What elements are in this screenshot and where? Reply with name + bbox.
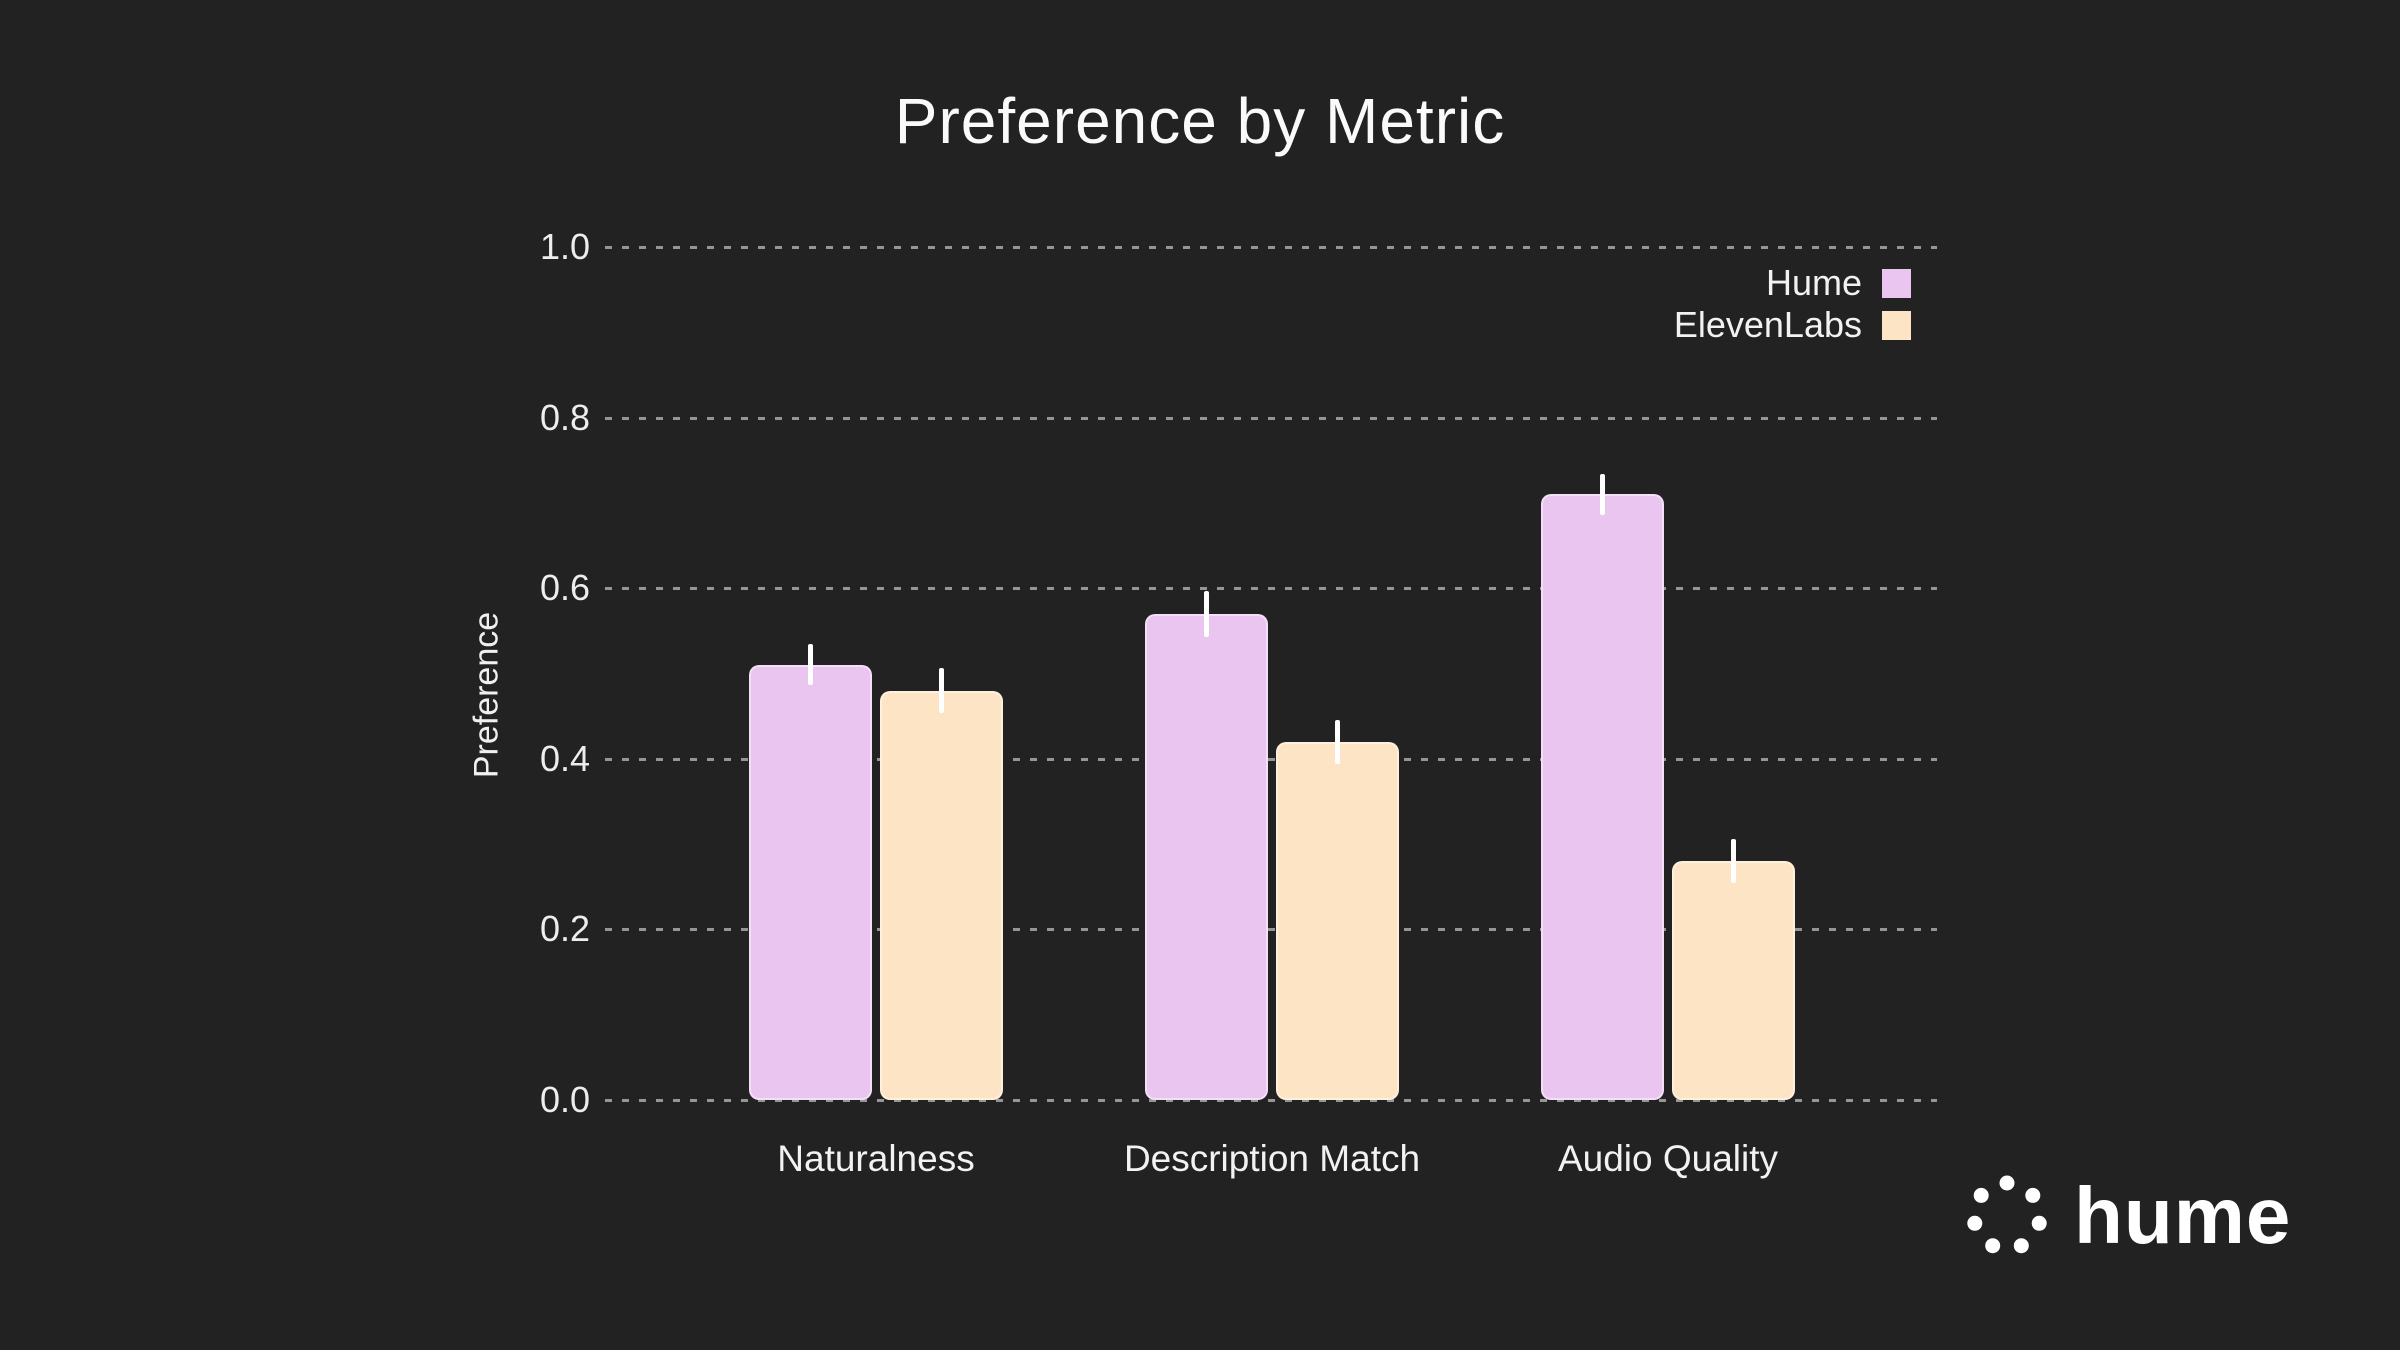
- logo-dot: [1999, 1175, 2015, 1191]
- bar-hume-audio-quality: [1541, 494, 1664, 1100]
- y-tick-label-0.2: 0.2: [539, 908, 590, 950]
- gridline-0.6: [605, 587, 1937, 591]
- bar-elevenlabs-naturalness: [880, 690, 1003, 1100]
- legend: Hume ElevenLabs: [1673, 262, 1911, 345]
- y-tick-label-0.6: 0.6: [539, 567, 590, 609]
- logo-dot: [2013, 1238, 2029, 1254]
- legend-entry-hume: Hume: [1674, 262, 1911, 303]
- logo-dot: [2031, 1215, 2047, 1231]
- bar-elevenlabs-description-match: [1276, 741, 1399, 1100]
- bar-hume-description-match: [1145, 613, 1268, 1100]
- logo-dot: [1973, 1187, 1989, 1203]
- error-bar-elevenlabs-naturalness: [939, 668, 944, 713]
- legend-label-hume: Hume: [1765, 262, 1862, 303]
- gridline-0.8: [605, 416, 1937, 420]
- gridline-0.4: [605, 757, 1937, 761]
- hume-logo-text: hume: [2074, 1171, 2292, 1260]
- error-bar-hume-audio-quality: [1600, 473, 1605, 515]
- bar-elevenlabs-audio-quality: [1672, 861, 1795, 1100]
- gridline-0.0: [605, 1099, 1937, 1102]
- hume-logo: hume: [1966, 1166, 2291, 1266]
- y-tick-label-1.0: 1.0: [539, 226, 590, 267]
- y-tick-label-0.8: 0.8: [539, 396, 590, 438]
- x-tick-label-audio-quality: Audio Quality: [1557, 1138, 1779, 1179]
- y-tick-label-0.0: 0.0: [539, 1079, 590, 1120]
- logo-dot: [1985, 1238, 2001, 1254]
- gridline-0.2: [605, 928, 1937, 932]
- gridline-1.0: [605, 246, 1937, 249]
- legend-swatch-elevenlabs: [1882, 310, 1911, 340]
- hume-logo-dots-icon: [1967, 1175, 2047, 1254]
- legend-entry-elevenlabs: ElevenLabs: [1673, 304, 1911, 345]
- legend-swatch-hume: [1882, 268, 1911, 298]
- x-tick-label-description-match: Description Match: [1123, 1138, 1421, 1179]
- logo-dot: [1967, 1215, 1983, 1231]
- bar-hume-naturalness: [749, 664, 872, 1100]
- x-tick-label-naturalness: Naturalness: [777, 1138, 975, 1179]
- error-bar-elevenlabs-description-match: [1335, 719, 1340, 764]
- error-bar-hume-naturalness: [808, 644, 813, 686]
- legend-label-elevenlabs: ElevenLabs: [1673, 304, 1862, 345]
- error-bar-elevenlabs-audio-quality: [1731, 838, 1736, 884]
- y-tick-label-0.4: 0.4: [539, 737, 590, 779]
- error-bar-hume-description-match: [1204, 590, 1209, 637]
- chart-title: Preference by Metric: [894, 85, 1506, 157]
- logo-dot: [2025, 1187, 2041, 1203]
